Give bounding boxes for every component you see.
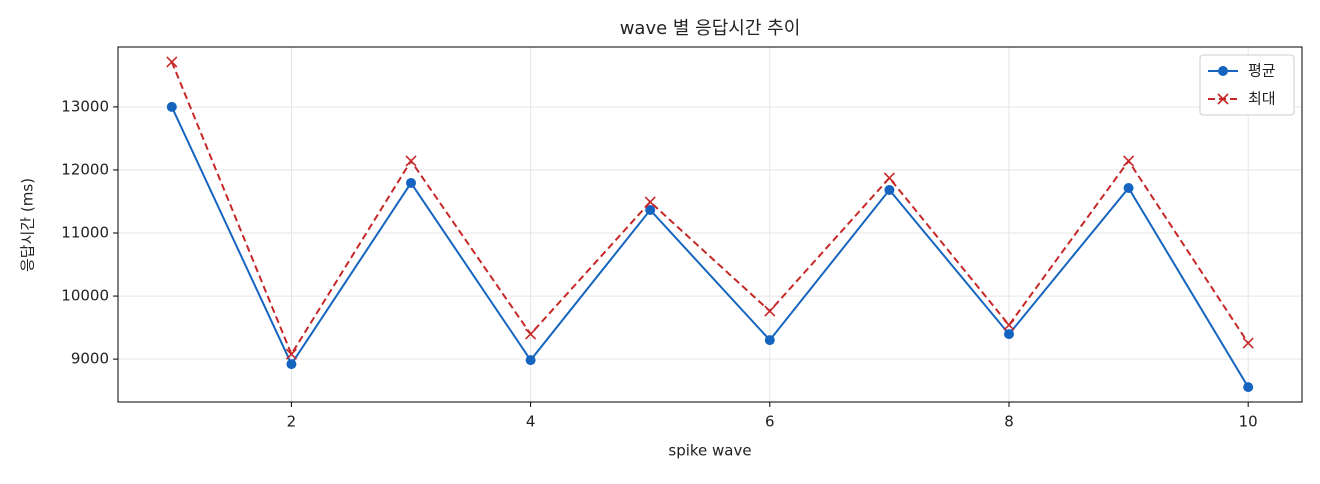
y-tick-label: 12000 [61,160,109,178]
y-tick-label: 9000 [71,350,109,368]
y-tick-label: 10000 [61,287,109,305]
legend-marker [1218,66,1228,76]
y-tick-label: 13000 [61,97,109,115]
point [764,305,776,317]
point [166,101,177,112]
plot-frame [117,46,1303,403]
point [645,204,656,215]
y-axis-label: 응답시간 (ms) [19,178,37,272]
point [286,359,297,370]
point [285,348,297,360]
x-tick-label: 8 [1004,413,1014,431]
legend-label: 최대 [1248,90,1276,108]
point [883,172,895,184]
point [764,335,775,346]
x-axis-label: spike wave [668,442,751,460]
point [1003,319,1015,331]
line [170,61,1250,357]
line [170,106,1250,388]
point [1123,182,1134,193]
point [1242,337,1254,349]
point [1243,382,1254,393]
legend-box [1199,54,1295,116]
legend-label: 평균 [1248,62,1276,80]
point [525,355,536,366]
point [1003,329,1014,340]
chart-title: wave 별 응답시간 추이 [620,18,801,39]
point [406,177,417,188]
point [884,184,895,195]
point [644,196,656,208]
x-tick-label: 6 [765,413,775,431]
point [1123,155,1135,167]
x-tick-label: 4 [526,413,536,431]
x-tick-label: 10 [1239,413,1258,431]
x-tick-label: 2 [287,413,297,431]
point [525,328,537,340]
legend-marker [1217,93,1229,105]
point [166,56,178,68]
point [405,155,417,167]
y-tick-label: 11000 [61,224,109,242]
